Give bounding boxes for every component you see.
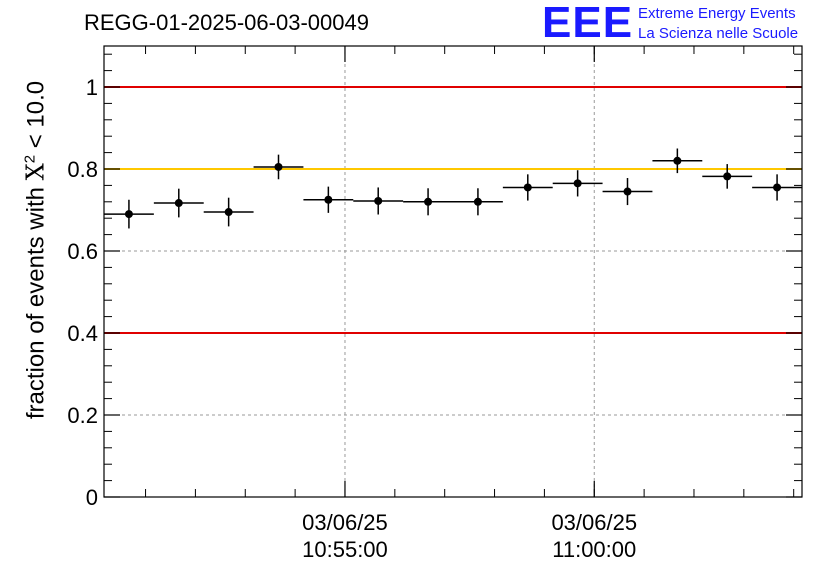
- x-tick-time-label: 10:55:00: [302, 537, 388, 562]
- y-tick-label: 0.6: [67, 239, 98, 264]
- data-point: [623, 187, 632, 196]
- y-tick-label: 0: [86, 485, 98, 510]
- data-point: [174, 199, 183, 208]
- eee-logo: EEE: [542, 0, 634, 47]
- data-point: [424, 197, 433, 206]
- logo-line-2: La Scienza nelle Scuole: [638, 25, 799, 42]
- data-point: [224, 208, 233, 217]
- plot-frame: [103, 45, 803, 498]
- logo-line-1: Extreme Energy Events: [638, 5, 796, 22]
- y-tick-label: 0.8: [67, 157, 98, 182]
- y-axis: 0 0.2 0.4 0.6 0.8 1: [67, 53, 802, 510]
- data-point: [673, 156, 682, 165]
- reference-lines: [104, 86, 802, 334]
- x-tick-time-label: 11:00:00: [552, 537, 636, 562]
- data-point: [573, 179, 582, 188]
- chart-title: REGG-01-2025-06-03-00049: [84, 10, 369, 35]
- data-points: [104, 148, 802, 229]
- data-point: [324, 195, 333, 204]
- data-point: [473, 197, 482, 206]
- data-point: [773, 183, 782, 192]
- data-point: [723, 172, 732, 181]
- data-point: [374, 196, 383, 205]
- data-point: [124, 210, 133, 219]
- data-point: [274, 162, 283, 171]
- data-point: [523, 183, 532, 192]
- y-tick-label: 0.2: [67, 403, 98, 428]
- grid: [104, 46, 802, 497]
- x-tick-date-label: 03/06/25: [302, 510, 388, 535]
- y-tick-label: 1: [86, 75, 98, 100]
- x-tick-date-label: 03/06/25: [551, 510, 637, 535]
- y-tick-label: 0.4: [67, 321, 98, 346]
